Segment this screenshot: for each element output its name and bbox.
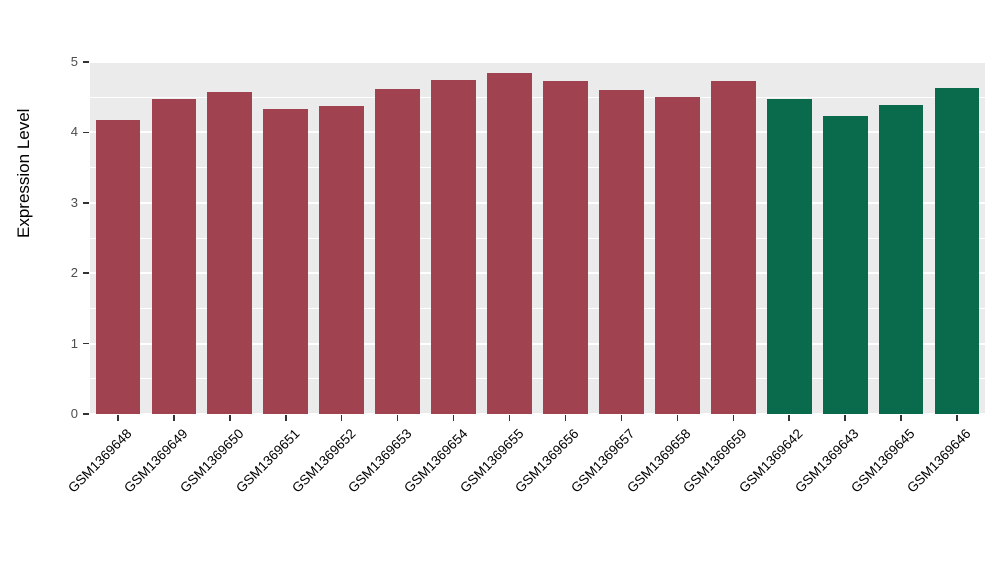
bar-GSM1369646: [934, 88, 980, 414]
bar-GSM1369658: [654, 96, 700, 414]
bar-GSM1369645: [878, 104, 924, 414]
bar-GSM1369655: [487, 72, 532, 414]
x-tick-mark: [285, 415, 287, 421]
bar-GSM1369642: [766, 99, 812, 414]
y-tick-label: 3: [70, 194, 78, 210]
gridline-major: [90, 342, 985, 345]
gridline-major: [90, 272, 985, 275]
bar-GSM1369651: [263, 109, 309, 414]
y-tick-label: 1: [70, 335, 78, 351]
x-tick-mark: [956, 415, 958, 421]
bar-GSM1369653: [375, 88, 421, 414]
bar-GSM1369656: [543, 81, 588, 414]
gridline-major: [90, 61, 985, 63]
y-tick-label: 5: [70, 54, 78, 69]
gridline-minor: [90, 307, 985, 309]
x-tick-mark: [117, 415, 119, 421]
y-tick-mark: [83, 202, 89, 204]
chart-panel: [90, 61, 985, 415]
x-tick-mark: [900, 415, 902, 421]
x-tick-mark: [508, 415, 511, 421]
x-tick-mark: [452, 415, 455, 421]
x-tick-mark: [732, 415, 735, 421]
x-tick-mark: [620, 415, 623, 421]
gridline-minor: [90, 96, 985, 98]
gridline-minor: [90, 378, 985, 380]
x-tick-mark: [173, 415, 175, 421]
bar-GSM1369659: [710, 81, 756, 414]
y-tick-mark: [83, 61, 89, 63]
x-tick-mark: [340, 415, 343, 421]
y-tick-label: 4: [70, 124, 78, 140]
y-tick-label: 0: [70, 406, 78, 421]
x-tick-mark: [788, 415, 790, 421]
x-tick-mark: [229, 415, 231, 421]
y-axis-title: Expression Level: [14, 108, 33, 238]
x-tick-mark: [396, 415, 399, 421]
y-tick-mark: [83, 413, 89, 415]
y-tick-label: 2: [70, 265, 78, 281]
y-tick-mark: [83, 272, 89, 274]
gridline-minor: [90, 237, 985, 239]
y-tick-mark: [83, 131, 89, 134]
x-tick-mark: [564, 415, 567, 421]
x-tick-mark: [844, 415, 846, 421]
bar-GSM1369652: [319, 106, 365, 414]
bar-GSM1369649: [151, 99, 197, 414]
gridline-major: [90, 131, 985, 134]
gridline-major: [90, 413, 985, 415]
bar-GSM1369657: [599, 90, 644, 414]
bar-GSM1369648: [95, 119, 141, 414]
bar-GSM1369654: [431, 79, 476, 414]
gridline-minor: [90, 167, 985, 169]
y-tick-mark: [83, 342, 89, 345]
x-tick-mark: [676, 415, 679, 421]
bar-GSM1369650: [207, 92, 253, 414]
bar-GSM1369643: [822, 115, 868, 414]
gridline-major: [90, 201, 985, 204]
